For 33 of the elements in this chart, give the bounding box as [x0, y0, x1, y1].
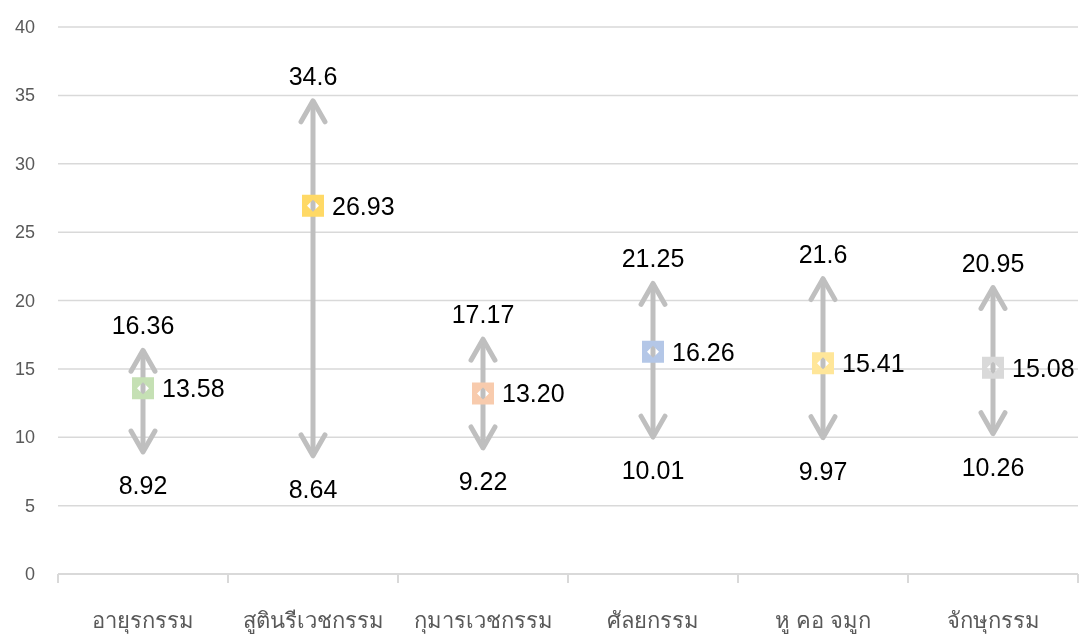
- y-tick-label: 0: [24, 564, 35, 584]
- x-tick-label: หู คอ จมูก: [774, 608, 872, 634]
- y-tick-label: 20: [14, 290, 35, 311]
- annotation: 16.36: [111, 311, 175, 340]
- x-tick-label: จักษุกรรม: [946, 608, 1040, 634]
- data-label: 15.08: [1012, 353, 1075, 382]
- y-tick-label: 30: [14, 153, 35, 174]
- annotation: 10.01: [621, 456, 685, 485]
- data-label: 26.93: [332, 191, 395, 220]
- annotation: 9.97: [798, 456, 848, 485]
- annotation: 34.6: [288, 61, 338, 90]
- annotation: 8.64: [288, 474, 338, 503]
- data-label: 13.58: [162, 374, 225, 403]
- annotation: 9.22: [458, 466, 508, 495]
- annotation: 21.25: [621, 244, 685, 273]
- y-tick-label: 15: [14, 358, 35, 379]
- annotation: 20.95: [961, 248, 1025, 277]
- y-tick-label: 5: [24, 495, 35, 516]
- annotation: 10.26: [961, 452, 1025, 481]
- data-label: 15.41: [842, 349, 905, 378]
- y-tick-label: 35: [14, 85, 35, 106]
- x-tick-label: อายุรกรรม: [92, 608, 194, 634]
- x-tick-label: สูตินรีเวชกรรม: [242, 608, 384, 634]
- y-tick-label: 10: [14, 427, 35, 448]
- x-tick-label: ศัลยกรรม: [607, 608, 699, 633]
- data-label: 16.26: [672, 337, 735, 366]
- annotation: 17.17: [451, 300, 515, 329]
- data-label: 13.20: [502, 379, 565, 408]
- y-tick-label: 25: [14, 222, 35, 243]
- annotation: 21.6: [798, 239, 848, 268]
- x-tick-label: กุมารเวชกรรม: [413, 608, 553, 634]
- y-tick-label: 40: [14, 17, 35, 37]
- annotation: 8.92: [118, 471, 168, 500]
